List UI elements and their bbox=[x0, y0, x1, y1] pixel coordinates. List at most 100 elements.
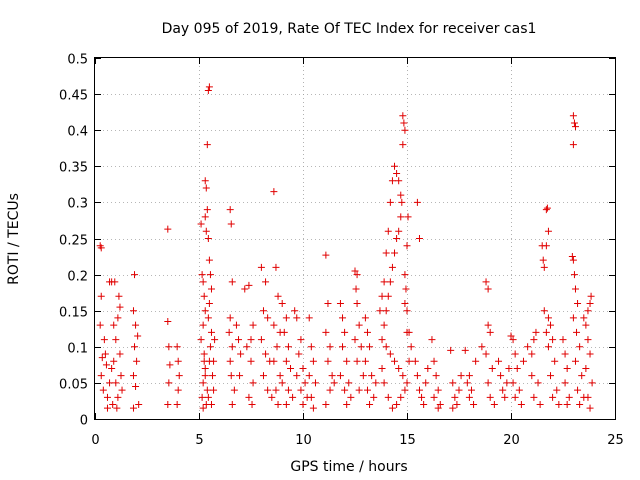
data-point bbox=[513, 364, 521, 372]
data-point bbox=[571, 123, 579, 131]
y-tick-label: 0.1 bbox=[67, 342, 88, 357]
data-point bbox=[237, 350, 245, 358]
data-point bbox=[378, 292, 386, 300]
data-point bbox=[293, 314, 301, 322]
data-point bbox=[198, 271, 206, 279]
data-point bbox=[284, 343, 292, 351]
data-point bbox=[211, 336, 219, 344]
data-point bbox=[175, 372, 183, 380]
data-point bbox=[201, 213, 209, 221]
data-point bbox=[204, 235, 212, 242]
data-point bbox=[534, 379, 542, 387]
data-point bbox=[542, 206, 550, 214]
data-point bbox=[101, 350, 109, 358]
data-point bbox=[134, 332, 142, 340]
data-point bbox=[571, 357, 579, 365]
data-point bbox=[132, 321, 140, 329]
data-point bbox=[395, 364, 403, 372]
data-point bbox=[571, 285, 579, 293]
data-point bbox=[544, 343, 552, 351]
data-point bbox=[262, 278, 270, 286]
data-point bbox=[509, 336, 517, 344]
data-point bbox=[301, 379, 309, 387]
data-point bbox=[388, 404, 396, 412]
data-point bbox=[96, 321, 104, 329]
data-point bbox=[115, 292, 123, 300]
data-point bbox=[503, 379, 511, 387]
data-point bbox=[401, 299, 409, 307]
data-point bbox=[578, 372, 586, 380]
data-point bbox=[405, 357, 413, 365]
data-point bbox=[420, 401, 428, 409]
data-point bbox=[434, 404, 442, 412]
data-point bbox=[200, 292, 208, 300]
data-point bbox=[324, 299, 332, 307]
data-point bbox=[99, 386, 107, 394]
data-point bbox=[490, 401, 498, 409]
data-point bbox=[282, 401, 290, 409]
y-tick-label: 0.15 bbox=[59, 306, 88, 321]
data-point bbox=[393, 235, 401, 242]
data-point bbox=[587, 292, 595, 300]
data-point bbox=[424, 364, 432, 372]
data-point bbox=[376, 307, 384, 315]
data-point bbox=[257, 336, 265, 344]
data-point bbox=[311, 379, 319, 387]
data-point bbox=[280, 328, 288, 336]
data-point bbox=[484, 321, 492, 329]
data-point bbox=[203, 206, 211, 214]
data-point bbox=[588, 379, 596, 387]
data-point bbox=[206, 343, 214, 351]
data-point bbox=[511, 350, 519, 358]
data-point bbox=[501, 393, 509, 401]
y-tick-label: 0.4 bbox=[67, 125, 88, 140]
data-point bbox=[247, 336, 255, 344]
grid-layer bbox=[95, 58, 615, 419]
points-layer bbox=[96, 83, 596, 412]
data-point bbox=[430, 393, 438, 401]
data-point bbox=[399, 141, 407, 149]
data-point bbox=[386, 278, 394, 286]
data-point bbox=[97, 244, 105, 252]
data-point bbox=[393, 170, 401, 178]
data-point bbox=[584, 336, 592, 344]
data-point bbox=[114, 393, 122, 401]
data-point bbox=[569, 314, 577, 322]
data-point bbox=[495, 357, 503, 365]
data-point bbox=[584, 393, 592, 401]
data-point bbox=[428, 336, 436, 344]
data-point bbox=[542, 242, 550, 250]
data-point bbox=[361, 357, 369, 365]
data-point bbox=[289, 393, 297, 401]
data-point bbox=[547, 372, 555, 380]
data-point bbox=[363, 386, 371, 394]
data-point bbox=[391, 162, 399, 170]
data-point bbox=[97, 292, 105, 300]
data-point bbox=[544, 227, 552, 235]
data-point bbox=[357, 343, 365, 351]
y-axis-title: ROTI / TECUs bbox=[6, 193, 22, 285]
data-point bbox=[484, 379, 492, 387]
data-point bbox=[569, 256, 577, 264]
data-point bbox=[164, 401, 172, 409]
data-point bbox=[199, 278, 207, 286]
data-point bbox=[576, 401, 584, 409]
data-point bbox=[324, 357, 332, 365]
data-point bbox=[259, 372, 267, 380]
data-point bbox=[131, 343, 139, 351]
y-tick-label: 0.25 bbox=[59, 234, 88, 249]
data-point bbox=[580, 314, 588, 322]
data-point bbox=[227, 372, 235, 380]
x-axis-title: GPS time / hours bbox=[290, 459, 407, 475]
data-point bbox=[563, 364, 571, 372]
data-point bbox=[110, 321, 118, 329]
data-point bbox=[586, 299, 594, 307]
data-point bbox=[386, 198, 394, 206]
data-point bbox=[378, 336, 386, 344]
data-point bbox=[401, 271, 409, 279]
data-point bbox=[241, 285, 249, 293]
data-point bbox=[391, 357, 399, 365]
data-point bbox=[133, 357, 141, 365]
data-point bbox=[164, 225, 172, 233]
data-point bbox=[307, 393, 315, 401]
